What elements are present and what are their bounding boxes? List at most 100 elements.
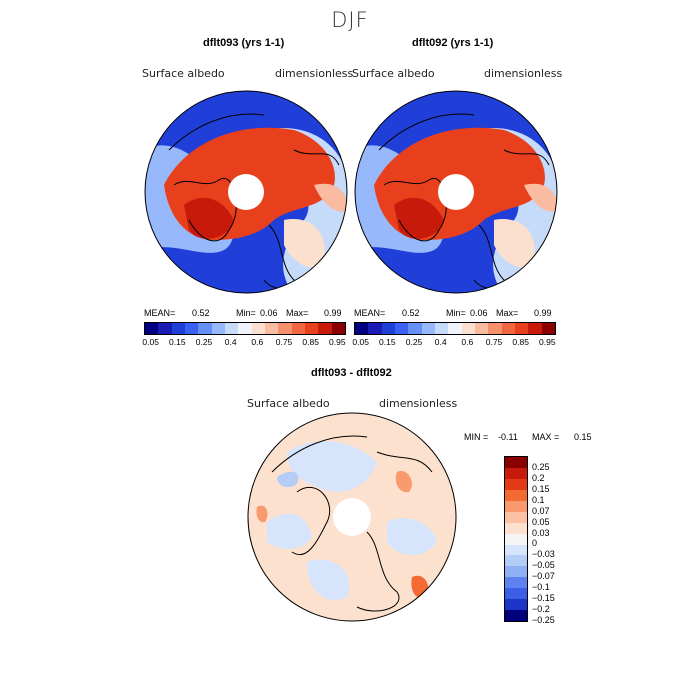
diff-min-label: MIN = (464, 432, 489, 442)
diff-colorbar-label: 0.03 (532, 527, 550, 538)
diff-colorbar-swatch (505, 566, 527, 578)
diff-colorbar-labels: 0.25 0.2 0.15 0.1 0.07 0.05 0.03 0 −0.03 −0.05 −0.… (532, 456, 582, 625)
diff-colorbar-swatch (505, 588, 527, 600)
panel1-min-label: Min= (236, 308, 256, 318)
diff-colorbar-label: −0.05 (532, 560, 555, 571)
colorbar-swatch (528, 323, 542, 334)
panel1-max-value: 0.99 (324, 308, 342, 318)
colorbar-swatch (291, 323, 305, 334)
diff-field-label: Surface albedo (247, 397, 330, 410)
colorbar-tick-label: 0.85 (512, 337, 529, 347)
colorbar-swatch (224, 323, 239, 334)
panel2-field-label: Surface albedo (352, 67, 435, 80)
panel2-title: dflt092 (yrs 1-1) (412, 37, 494, 49)
diff-colorbar-swatch (505, 522, 527, 534)
diff-colorbar-swatch (505, 577, 527, 589)
diff-colorbar-label: −0.2 (532, 604, 550, 615)
diff-colorbar-label: −0.1 (532, 582, 550, 593)
panel1-field-label: Surface albedo (142, 67, 225, 80)
diff-colorbar-swatch (505, 489, 527, 501)
diff-max-value: 0.15 (574, 432, 592, 442)
colorbar-swatch (461, 323, 475, 334)
diff-colorbar-swatch (505, 555, 527, 567)
diff-title: dflt093 - dflt092 (311, 367, 392, 379)
colorbar-tick-label: 0.75 (275, 337, 293, 347)
diff-colorbar (504, 456, 528, 622)
panel1-min-value: 0.06 (260, 308, 278, 318)
colorbar-swatch (408, 323, 422, 334)
colorbar-tick-label: 0.4 (224, 337, 237, 347)
diff-colorbar-swatch (505, 599, 527, 611)
panel2-units-label: dimensionless (484, 67, 563, 80)
panel2-colorbar (354, 322, 556, 335)
colorbar-swatch (158, 323, 172, 334)
diff-colorbar-swatch (505, 500, 527, 512)
colorbar-swatch (304, 323, 319, 334)
colorbar-tick-label: 0.25 (195, 337, 213, 347)
panel2-polar-map (354, 90, 558, 294)
diff-max-label: MAX = (532, 432, 560, 442)
colorbar-swatch (514, 323, 529, 334)
panel1-units-label: dimensionless (275, 67, 354, 80)
colorbar-swatch (541, 323, 555, 334)
colorbar-tick-label: 0.05 (352, 337, 369, 347)
colorbar-swatch (171, 323, 185, 334)
diff-colorbar-label: 0.07 (532, 505, 550, 516)
diff-colorbar-swatch (505, 467, 527, 479)
panel1-max-label: Max= (286, 308, 309, 318)
colorbar-swatch (184, 323, 199, 334)
colorbar-swatch (145, 323, 159, 334)
diff-colorbar-label: 0.15 (532, 483, 550, 494)
colorbar-tick-label: 0.05 (142, 337, 159, 347)
colorbar-tick-label: 0.15 (169, 337, 186, 347)
colorbar-tick-label: 0.95 (539, 337, 556, 347)
colorbar-swatch (381, 323, 395, 334)
colorbar-tick-label: 0.15 (379, 337, 396, 347)
panel1-mean-value: 0.52 (192, 308, 210, 318)
diff-units-label: dimensionless (379, 397, 458, 410)
panel1-title: dflt093 (yrs 1-1) (203, 37, 285, 49)
colorbar-swatch (238, 323, 252, 334)
colorbar-swatch (251, 323, 265, 334)
colorbar-swatch (421, 323, 435, 334)
panel2-min-value: 0.06 (470, 308, 488, 318)
diff-colorbar-label: 0.2 (532, 472, 545, 483)
diff-colorbar-label: 0.25 (532, 461, 550, 472)
colorbar-tick-label: 0.6 (251, 337, 264, 347)
panel2-max-label: Max= (496, 308, 519, 318)
diff-colorbar-label: 0 (532, 538, 538, 549)
panel2-mean-value: 0.52 (402, 308, 420, 318)
diff-colorbar-swatch (505, 511, 527, 523)
colorbar-tick-label: 0.4 (434, 337, 447, 347)
colorbar-swatch (198, 323, 212, 334)
colorbar-swatch (355, 323, 369, 334)
diff-colorbar-swatch (505, 610, 527, 622)
diff-colorbar-swatch (505, 457, 527, 468)
panel2-max-value: 0.99 (534, 308, 552, 318)
diff-colorbar-swatch (505, 533, 527, 545)
panel1-colorbar-ticks: 0.05 0.15 0.25 0.4 0.6 0.75 0.85 0.95 (142, 337, 346, 349)
diff-polar-map (247, 412, 457, 622)
colorbar-swatch (394, 323, 409, 334)
diff-colorbar-label: 0.1 (532, 494, 545, 505)
season-title: DJF (331, 8, 369, 32)
colorbar-swatch (474, 323, 489, 334)
diff-colorbar-label: −0.03 (532, 549, 555, 560)
colorbar-tick-label: 0.6 (461, 337, 474, 347)
colorbar-swatch (448, 323, 462, 334)
colorbar-swatch (331, 323, 345, 334)
colorbar-swatch (264, 323, 279, 334)
colorbar-tick-label: 0.25 (405, 337, 423, 347)
diff-colorbar-label: −0.07 (532, 571, 555, 582)
panel2-min-label: Min= (446, 308, 466, 318)
colorbar-swatch (318, 323, 332, 334)
colorbar-swatch (434, 323, 449, 334)
panel2-colorbar-ticks: 0.05 0.15 0.25 0.4 0.6 0.75 0.85 0.95 (352, 337, 556, 349)
colorbar-tick-label: 0.85 (302, 337, 319, 347)
diff-min-value: -0.11 (498, 432, 518, 442)
panel2-mean-label: MEAN= (354, 308, 386, 318)
colorbar-swatch (488, 323, 502, 334)
diff-colorbar-swatch (505, 478, 527, 490)
colorbar-tick-label: 0.75 (485, 337, 503, 347)
colorbar-tick-label: 0.95 (329, 337, 346, 347)
